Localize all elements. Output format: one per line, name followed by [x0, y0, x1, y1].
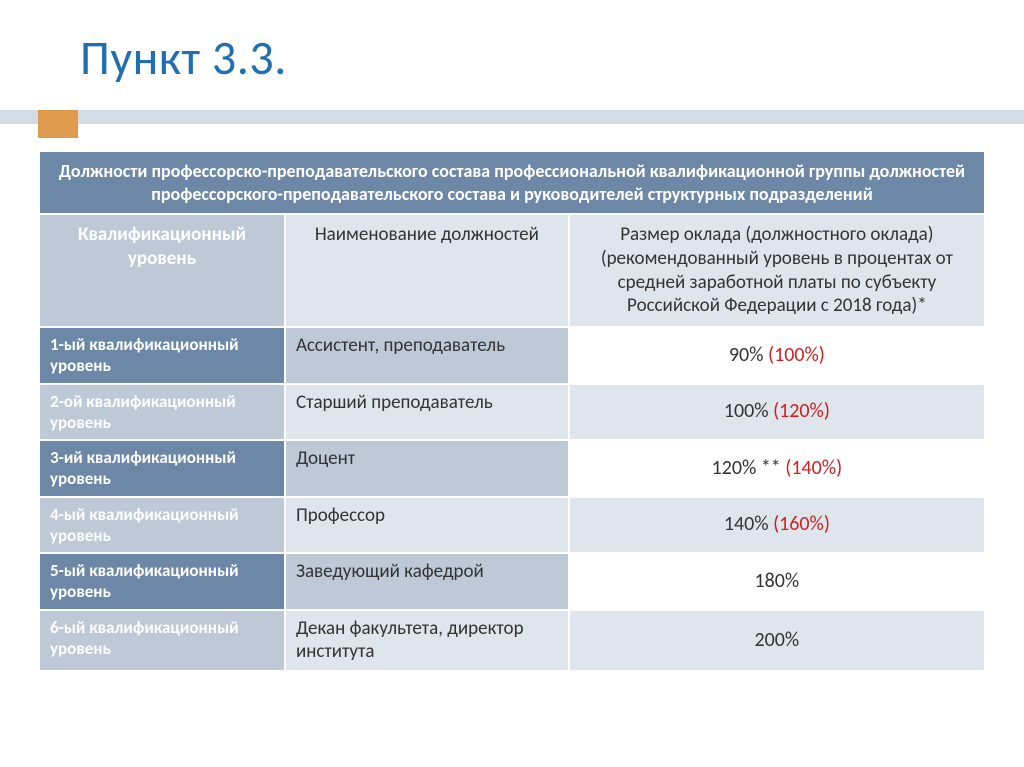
- salary-main: 90%: [729, 343, 764, 367]
- table-row: 6-ый квалификационный уровеньДекан факул…: [39, 610, 985, 672]
- table-row: 4-ый квалификационный уровеньПрофессор14…: [39, 497, 985, 554]
- level-cell: 2-ой квалификационный уровень: [39, 384, 285, 441]
- salary-cell: 120% ** (140%): [569, 440, 985, 497]
- accent-block: [38, 110, 78, 138]
- position-cell: Ассистент, преподаватель: [285, 327, 569, 384]
- position-cell: Декан факультета, директор института: [285, 610, 569, 672]
- salary-cell: 90% (100%): [569, 327, 985, 384]
- salary-extra: (120%): [773, 399, 830, 423]
- table-row: 1-ый квалификационный уровеньАссистент, …: [39, 327, 985, 384]
- salary-cell: 200%: [569, 610, 985, 672]
- table-row: 2-ой квалификационный уровеньСтарший пре…: [39, 384, 985, 441]
- salary-main: 200%: [755, 628, 800, 652]
- level-cell: 4-ый квалификационный уровень: [39, 497, 285, 554]
- level-cell: 3-ий квалификационный уровень: [39, 440, 285, 497]
- col-header-position: Наименование должностей: [285, 214, 569, 327]
- salary-main: 100%: [724, 399, 769, 423]
- salary-cell: 180%: [569, 553, 985, 610]
- salary-cell: 100% (120%): [569, 384, 985, 441]
- level-cell: 6-ый квалификационный уровень: [39, 610, 285, 672]
- slide-title: Пункт 3.3.: [80, 28, 287, 87]
- salary-main: 120% **: [712, 456, 781, 480]
- salary-cell: 140% (160%): [569, 497, 985, 554]
- slide: Пункт 3.3. Должности профессорско-препод…: [0, 0, 1024, 767]
- col-header-level: Квалификационный уровень: [39, 214, 285, 327]
- col-header-salary: Размер оклада (должностного оклада) (рек…: [569, 214, 985, 327]
- table-header-row-cols: Квалификационный уровень Наименование до…: [39, 214, 985, 327]
- salary-extra: (100%): [768, 343, 825, 367]
- salary-main: 180%: [755, 569, 800, 593]
- position-cell: Старший преподаватель: [285, 384, 569, 441]
- salary-extra: (140%): [785, 456, 842, 480]
- level-cell: 5-ый квалификационный уровень: [39, 553, 285, 610]
- table-header-row-top: Должности профессорско-преподавательског…: [39, 151, 985, 214]
- salary-extra: (160%): [773, 512, 830, 536]
- salary-table-container: Должности профессорско-преподавательског…: [38, 150, 986, 672]
- table-row: 3-ий квалификационный уровеньДоцент120% …: [39, 440, 985, 497]
- table-row: 5-ый квалификационный уровеньЗаведующий …: [39, 553, 985, 610]
- horizontal-rule: [0, 110, 1024, 124]
- salary-main: 140%: [724, 512, 769, 536]
- position-cell: Профессор: [285, 497, 569, 554]
- position-cell: Заведующий кафедрой: [285, 553, 569, 610]
- position-cell: Доцент: [285, 440, 569, 497]
- salary-table: Должности профессорско-преподавательског…: [38, 150, 986, 672]
- table-top-header: Должности профессорско-преподавательског…: [39, 151, 985, 214]
- level-cell: 1-ый квалификационный уровень: [39, 327, 285, 384]
